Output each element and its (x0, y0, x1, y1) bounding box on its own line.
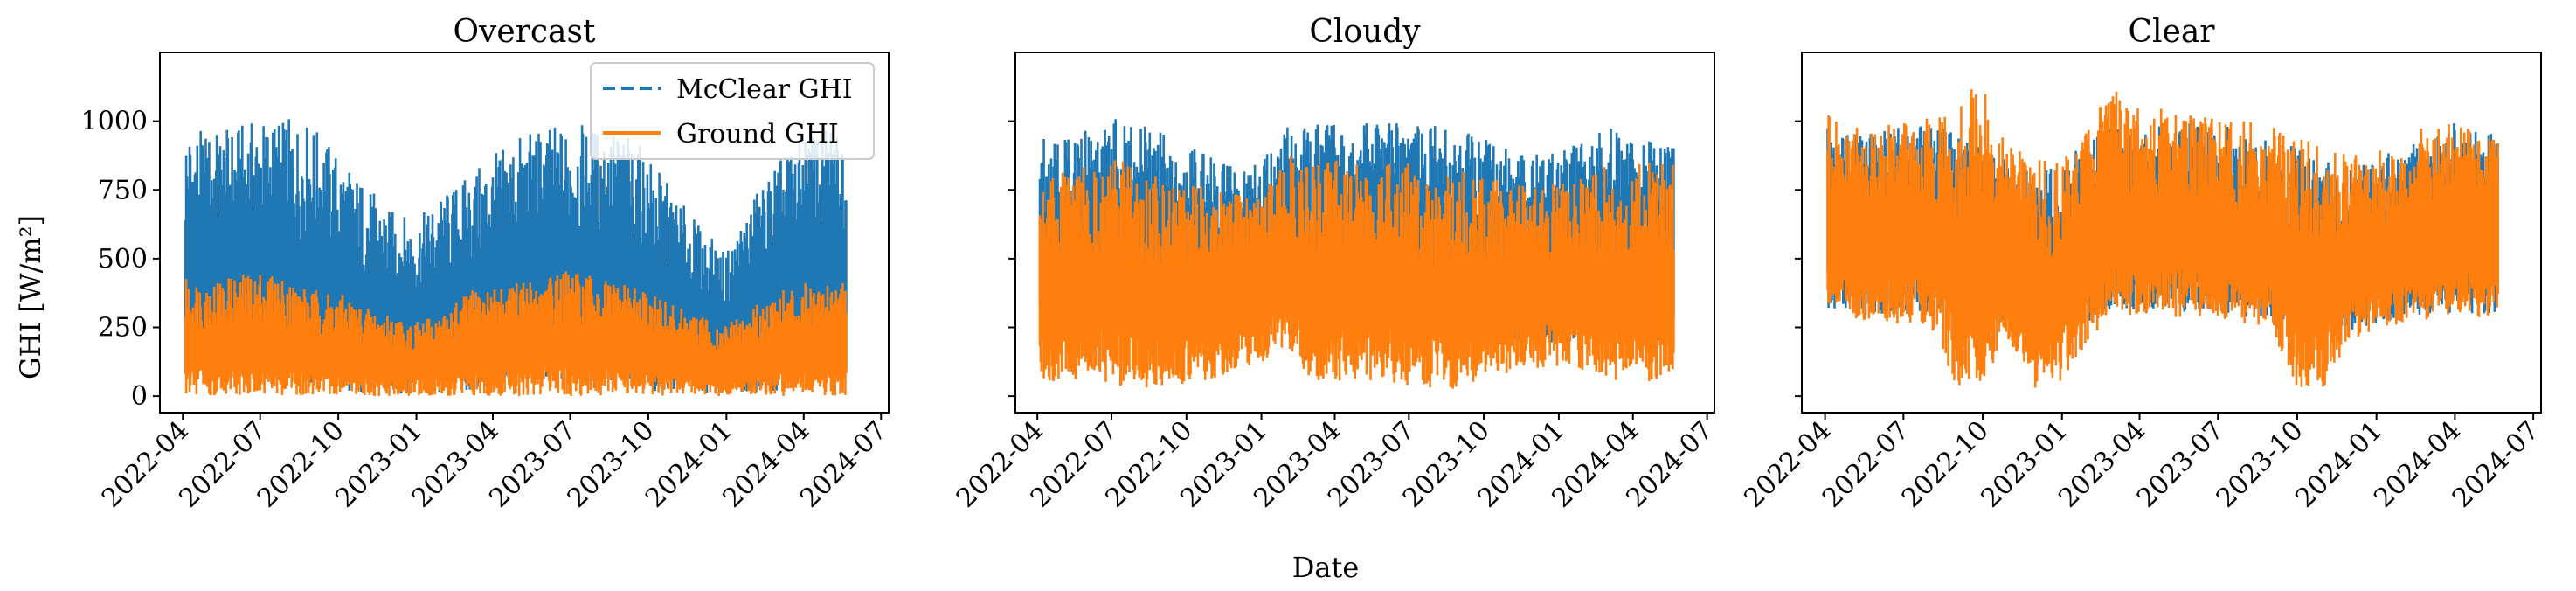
x-tick-label: 2024-07 (794, 415, 893, 514)
panels-layer: Overcast 0 250 500 750 1000 2022-042022-072022… (81, 14, 2545, 514)
series-ground-ghi (184, 271, 848, 397)
y-tick-label: 250 (98, 313, 148, 344)
y-tick-label: 750 (98, 175, 148, 205)
x-tick-label: 2024-07 (2447, 415, 2545, 514)
panel-cloudy: Cloudy2022-042022-072022-102023-012023-0… (951, 14, 1719, 514)
x-tick-label: 2023-04 (2053, 415, 2151, 514)
y-tick-label: 500 (98, 244, 148, 275)
legend: McClear GHI Ground GHI (590, 62, 875, 160)
y-tick-label: 1000 (81, 107, 148, 137)
x-tick-label: 2022-10 (1896, 415, 1995, 514)
axes-frame (1801, 52, 2542, 414)
x-tick-label: 2022-04 (1738, 415, 1837, 514)
series-ground-ghi (1826, 89, 2499, 388)
legend-frame (590, 62, 875, 160)
panel-title: Cloudy (1309, 14, 1421, 50)
legend-ground-label: Ground GHI (676, 119, 839, 149)
panel-clear: Clear2022-042022-072022-102023-012023-04… (1738, 14, 2545, 514)
x-tick-label: 2024-04 (2368, 415, 2467, 514)
x-tick-label: 2022-07 (1817, 415, 1915, 514)
x-tick-label: 2023-07 (2131, 415, 2230, 514)
supylabel: GHI [W/m²] (14, 215, 47, 379)
panel-title: Clear (2128, 14, 2215, 50)
labels-layer: GHI [W/m²] Date (14, 215, 1359, 584)
x-tick-label: 2023-10 (2211, 415, 2309, 514)
supxlabel: Date (1292, 551, 1360, 584)
legend-mcclear-label: McClear GHI (676, 74, 853, 105)
x-tick-label: 2024-01 (2289, 415, 2388, 514)
axes-frame (159, 52, 890, 414)
y-tick-label: 0 (131, 381, 148, 412)
series-ground-ghi (1038, 156, 1675, 389)
axes-frame (1014, 52, 1715, 414)
panel-title: Overcast (454, 14, 596, 50)
